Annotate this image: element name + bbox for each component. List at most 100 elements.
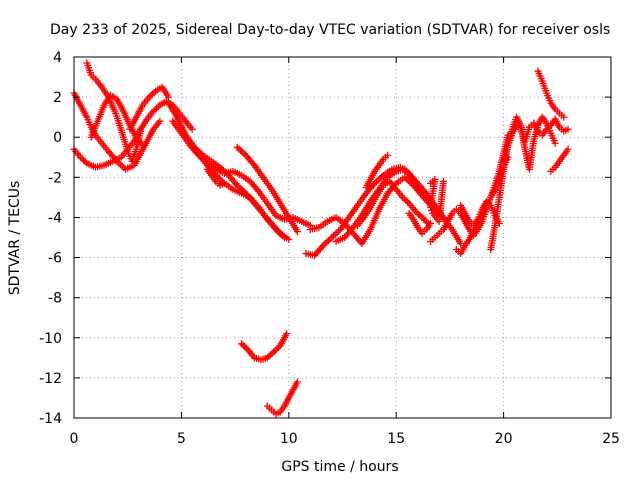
data-point — [564, 125, 572, 133]
data-point — [145, 93, 153, 101]
y-tick-label: -14 — [39, 411, 62, 427]
data-point — [156, 117, 164, 125]
x-tick-label: 15 — [387, 431, 405, 447]
trail-marker — [154, 103, 162, 111]
trail-marker — [318, 243, 326, 251]
trail-marker — [400, 195, 408, 203]
series-arc-14 — [354, 177, 432, 229]
trail-marker — [239, 341, 247, 349]
data-point — [165, 93, 173, 101]
axis-ticks — [73, 56, 612, 419]
trail-marker — [348, 225, 356, 233]
trail-marker — [421, 216, 429, 224]
data-point — [328, 234, 336, 241]
data-point — [560, 113, 568, 121]
data-point — [564, 145, 572, 153]
series-arc-05 — [126, 83, 173, 133]
series-arc-06 — [169, 117, 314, 229]
trail-marker — [253, 202, 261, 210]
data-point — [427, 219, 435, 227]
series-arc-23 — [534, 67, 568, 121]
y-tick-label: -8 — [48, 291, 62, 307]
trail-marker — [323, 238, 331, 246]
series-arc-16 — [405, 209, 435, 237]
x-tick-label: 5 — [177, 431, 186, 447]
trail-marker — [324, 237, 332, 245]
series-arc-26 — [263, 378, 301, 418]
data-point — [418, 213, 426, 221]
series-arc-22 — [500, 113, 559, 173]
trail-marker — [374, 176, 382, 184]
y-tick-label: -4 — [48, 210, 62, 226]
data-point — [418, 189, 426, 197]
series-arc-09 — [233, 143, 301, 235]
trail-marker — [408, 174, 416, 182]
series-arc-24 — [547, 145, 572, 175]
x-tick-label: 0 — [70, 431, 79, 447]
y-tick-labels: 4 2 0 -2 -4 -6 -8 -10 -12 -14 — [39, 50, 62, 427]
trail-marker — [267, 351, 275, 359]
chart-title: Day 233 of 2025, Sidereal Day-to-day VTE… — [50, 22, 610, 38]
trail-marker — [321, 240, 329, 248]
series-arc-18 — [452, 131, 512, 258]
y-axis-label: SDTVAR / TECUs — [7, 181, 23, 296]
trail-marker — [326, 235, 334, 243]
series-arc-04 — [87, 91, 147, 149]
data-point — [281, 234, 289, 241]
trail-marker — [242, 344, 250, 352]
grid-lines — [74, 57, 611, 418]
trail-marker — [153, 104, 161, 112]
series-arc-15 — [362, 151, 392, 191]
trail-marker — [428, 206, 436, 214]
data-point — [293, 378, 301, 386]
series-arc-19 — [457, 197, 503, 229]
trail-marker — [81, 158, 89, 166]
trail-marker — [402, 196, 410, 204]
trail-marker — [416, 212, 424, 220]
data-point — [139, 141, 147, 149]
y-tick-label: -2 — [48, 170, 62, 186]
data-points — [70, 59, 572, 418]
data-point — [263, 354, 271, 362]
trail-marker — [232, 180, 240, 188]
trail-marker — [78, 155, 86, 163]
data-point — [412, 207, 420, 215]
trail-marker — [335, 227, 343, 235]
data-point — [137, 127, 145, 135]
data-point — [285, 236, 293, 244]
trail-marker — [333, 229, 341, 237]
trail-marker — [273, 345, 281, 353]
x-tick-label: 10 — [280, 431, 298, 447]
trail-marker — [275, 343, 283, 351]
trail-marker — [331, 230, 339, 238]
x-axis-label: GPS time / hours — [281, 459, 398, 475]
trail-marker — [265, 352, 273, 360]
y-tick-label: 4 — [53, 50, 62, 66]
data-point — [399, 193, 407, 201]
trail-marker — [415, 210, 423, 218]
series-arc-20 — [427, 175, 447, 225]
data-point — [384, 151, 392, 159]
trail-marker — [420, 215, 428, 223]
x-tick-label: 20 — [495, 431, 513, 447]
trail-marker — [237, 146, 245, 154]
x-tick-label: 25 — [602, 431, 620, 447]
trail-marker — [372, 178, 380, 186]
trail-marker — [80, 156, 88, 164]
trail-marker — [150, 89, 158, 97]
data-point — [551, 139, 559, 147]
trail-marker — [238, 148, 246, 156]
data-point — [233, 143, 241, 151]
x-tick-labels: 0 5 10 15 20 25 — [70, 431, 620, 447]
data-point — [220, 179, 228, 187]
trail-marker — [423, 218, 431, 226]
data-point — [283, 330, 291, 338]
trail-marker — [249, 160, 257, 168]
trail-marker — [271, 346, 279, 354]
trail-marker — [253, 186, 261, 194]
trail-marker — [151, 106, 159, 114]
data-point — [149, 107, 157, 115]
trail-marker — [241, 343, 249, 351]
trail-marker — [369, 181, 377, 189]
